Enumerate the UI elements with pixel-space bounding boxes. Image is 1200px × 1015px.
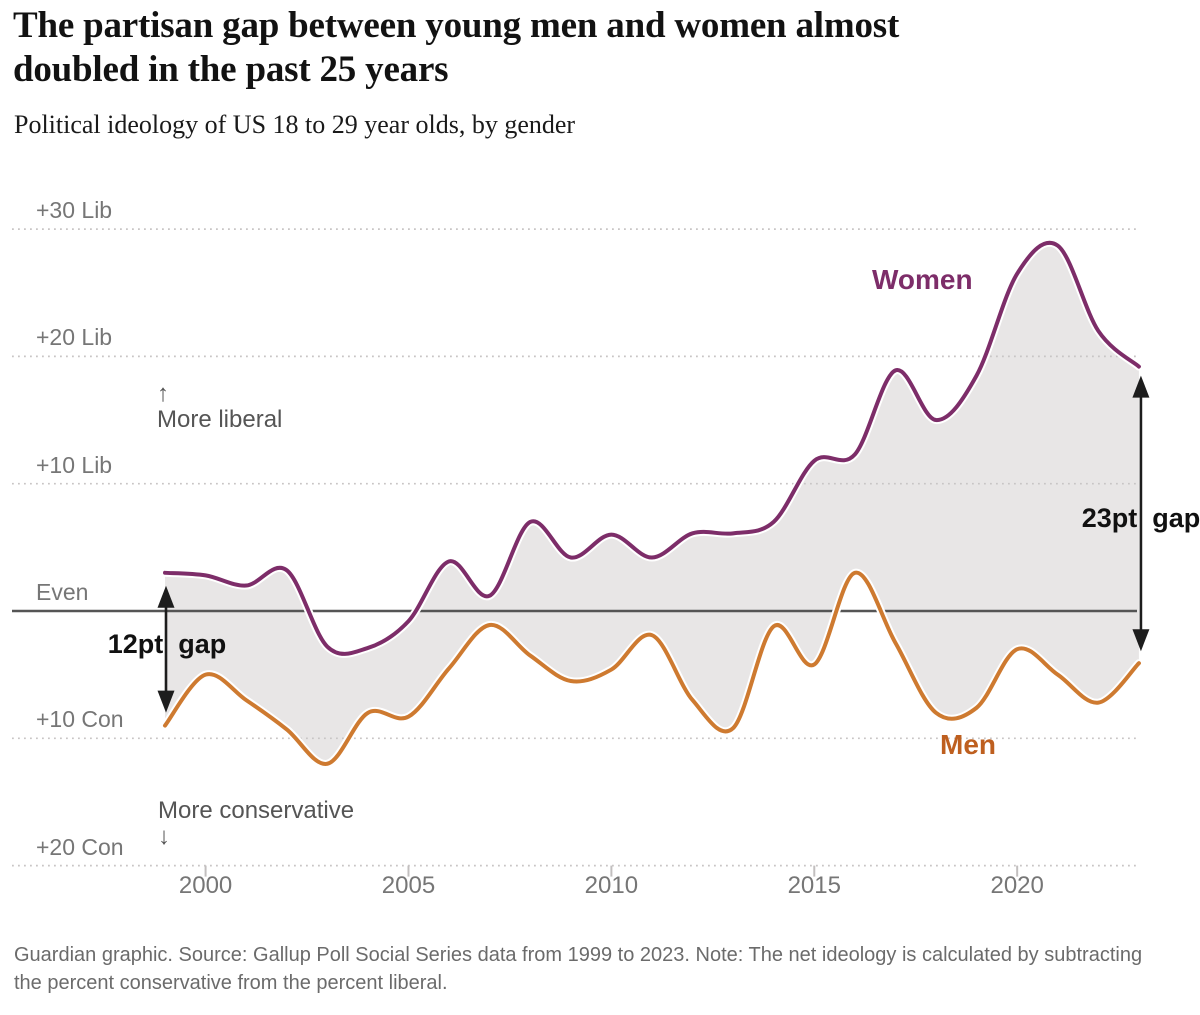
gap-2023-word: gap <box>1152 503 1200 533</box>
women-line <box>163 240 1141 656</box>
gap-annotation-2023: 23pt gap <box>1082 503 1200 534</box>
x-tick-label-2010: 2010 <box>584 872 639 899</box>
gap-1999-word: gap <box>178 629 227 659</box>
source-note: Guardian graphic. Source: Gallup Poll So… <box>14 944 1143 995</box>
y-tick-label-+10-lib: +10 Lib <box>36 451 113 478</box>
more-conservative-label: More conservative <box>158 797 355 824</box>
more-liberal-annotation: ↑ More liberal <box>157 381 282 433</box>
men-line <box>163 570 1141 766</box>
gap-arrow-2023-head-up <box>1132 375 1150 398</box>
women-series-label: Women <box>872 264 973 295</box>
y-tick-label-+20-con: +20 Con <box>36 833 124 860</box>
gap-1999-value: 12pt <box>107 629 164 659</box>
more-conservative-annotation: More conservative ↓ <box>158 798 354 850</box>
x-tick-label-2015: 2015 <box>787 872 841 899</box>
page-title: The partisan gap between young men and w… <box>13 4 1143 93</box>
gap-arrow-1999-head-down <box>157 690 175 713</box>
x-tick-label-2005: 2005 <box>381 872 436 899</box>
gap-arrow-1999-head-up <box>157 585 175 608</box>
y-tick-label-+10-con: +10 Con <box>36 706 124 733</box>
men-series-label: Men <box>940 729 996 760</box>
chart-subtitle: Political ideology of US 18 to 29 year o… <box>14 110 576 139</box>
gap-arrow-2023-head-down <box>1132 629 1150 652</box>
down-arrow-icon: ↓ <box>158 823 170 850</box>
up-arrow-icon: ↑ <box>157 380 169 407</box>
gap-2023-value: 23pt <box>1081 503 1138 533</box>
x-tick-label-2000: 2000 <box>178 872 233 899</box>
y-tick-label-even: Even <box>36 579 89 605</box>
more-liberal-label: More liberal <box>157 406 283 433</box>
x-tick-label-2020: 2020 <box>990 872 1044 899</box>
gap-annotation-1999: 12pt gap <box>108 629 227 660</box>
y-tick-label-+30-lib: +30 Lib <box>36 197 113 224</box>
title-line-2: doubled in the past 25 years <box>13 49 449 91</box>
y-tick-label-+20-lib: +20 Lib <box>36 324 113 351</box>
title-line-1: The partisan gap between young men and w… <box>13 5 900 46</box>
